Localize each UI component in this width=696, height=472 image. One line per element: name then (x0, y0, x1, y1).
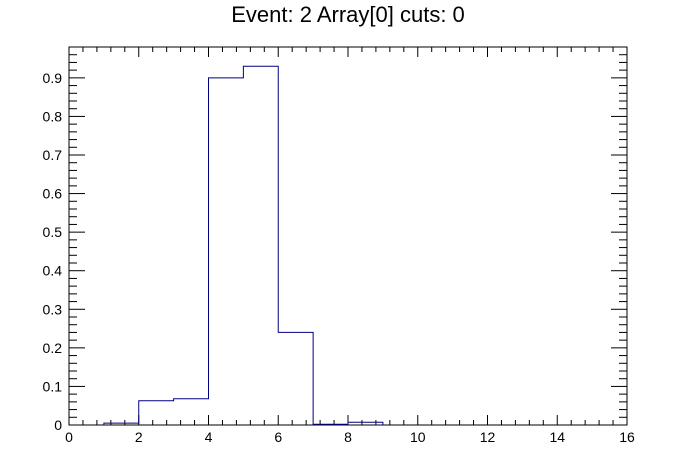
y-tick-label: 0.5 (43, 224, 63, 240)
x-tick-label: 0 (65, 429, 73, 445)
histogram-bin (209, 78, 244, 425)
x-tick-label: 8 (344, 429, 352, 445)
y-tick-label: 0.6 (43, 186, 63, 202)
y-tick-label: 0.7 (43, 147, 63, 163)
y-axis-tick-labels: 0 0.1 0.2 0.3 0.4 0.5 0.6 0.7 0.8 0.9 (43, 70, 63, 433)
y-tick-label: 0 (54, 417, 62, 433)
x-tick-label: 16 (619, 429, 635, 445)
x-axis-ticks (68, 47, 628, 425)
y-tick-label: 0.8 (43, 108, 63, 124)
plot-frame (68, 46, 628, 426)
y-tick-label: 0.9 (43, 70, 63, 86)
y-tick-label: 0.4 (43, 263, 63, 279)
x-tick-label: 6 (274, 429, 282, 445)
chart-title: Event: 2 Array[0] cuts: 0 (231, 2, 465, 27)
histogram-bins (104, 66, 383, 425)
y-tick-label: 0.2 (43, 340, 63, 356)
y-axis-ticks (69, 46, 627, 426)
y-tick-label: 0.3 (43, 301, 63, 317)
x-tick-label: 14 (549, 429, 565, 445)
histogram-outline (103, 65, 384, 425)
x-tick-label: 4 (205, 429, 213, 445)
x-axis-tick-labels: 0 2 4 6 8 10 12 14 16 (65, 429, 635, 445)
x-tick-label: 10 (410, 429, 426, 445)
x-tick-label: 12 (480, 429, 496, 445)
histogram-bin (278, 332, 313, 425)
histogram-bin (139, 401, 174, 425)
histogram-bin (243, 66, 278, 425)
y-tick-label: 0.1 (43, 378, 63, 394)
x-tick-label: 2 (135, 429, 143, 445)
histogram-bin (174, 399, 209, 425)
